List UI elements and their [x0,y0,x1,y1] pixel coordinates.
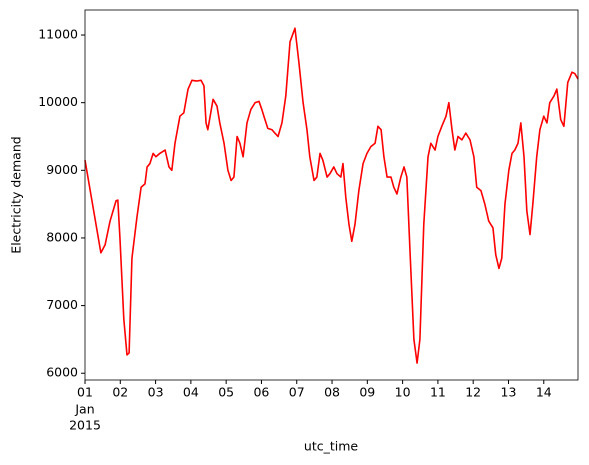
x-tick-label: 03 [148,385,164,400]
x-tick-label: 11 [430,385,446,400]
x-tick-label: 08 [324,385,340,400]
x-year-label: 2015 [69,418,101,433]
plot-frame [84,9,579,381]
x-tick-label: 14 [536,385,552,400]
x-tick-label: 01 [77,385,93,400]
x-tick-label: 09 [359,385,375,400]
x-month-label: Jan [74,402,94,417]
y-tick-label: 8000 [46,229,78,244]
x-tick-label: 12 [465,385,481,400]
x-axis-label: utc_time [304,439,358,454]
y-tick-label: 11000 [38,27,78,42]
data-line [84,27,579,364]
x-tick-label: 07 [289,385,305,400]
x-tick-label: 13 [501,385,517,400]
x-tick-label: 02 [112,385,128,400]
x-tick-label: 06 [253,385,269,400]
y-tick-label: 9000 [46,162,78,177]
x-tick-label: 05 [218,385,234,400]
y-tick-label: 10000 [38,94,78,109]
x-tick-label: 04 [183,385,199,400]
x-tick-label: 10 [395,385,411,400]
y-axis-label: Electricity demand [9,136,24,253]
y-tick-label: 6000 [46,365,78,380]
y-tick-label: 7000 [46,297,78,312]
